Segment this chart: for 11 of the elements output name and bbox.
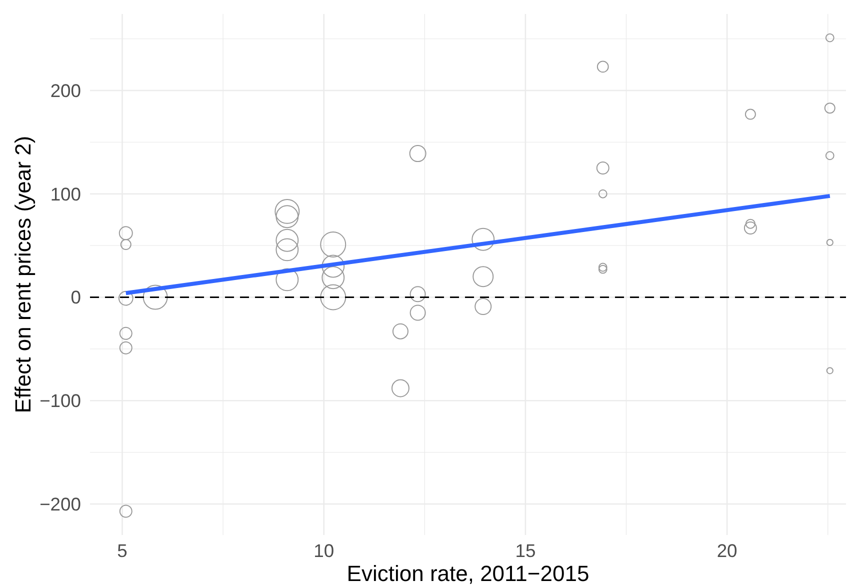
y-tick-label: 200: [50, 80, 81, 101]
x-axis-title: Eviction rate, 2011−2015: [346, 561, 590, 586]
x-tick-label: 10: [314, 540, 334, 561]
y-tick-label: −100: [40, 390, 81, 412]
x-tick-label: 20: [716, 540, 738, 561]
x-tick-label: 5: [117, 540, 128, 561]
y-tick-label: 0: [70, 286, 81, 308]
y-tick-label: −200: [40, 493, 81, 514]
y-axis-title: Effect on rent prices (year 2): [10, 136, 36, 414]
y-tick-label: 100: [50, 183, 81, 204]
x-tick-label: 15: [515, 540, 536, 561]
